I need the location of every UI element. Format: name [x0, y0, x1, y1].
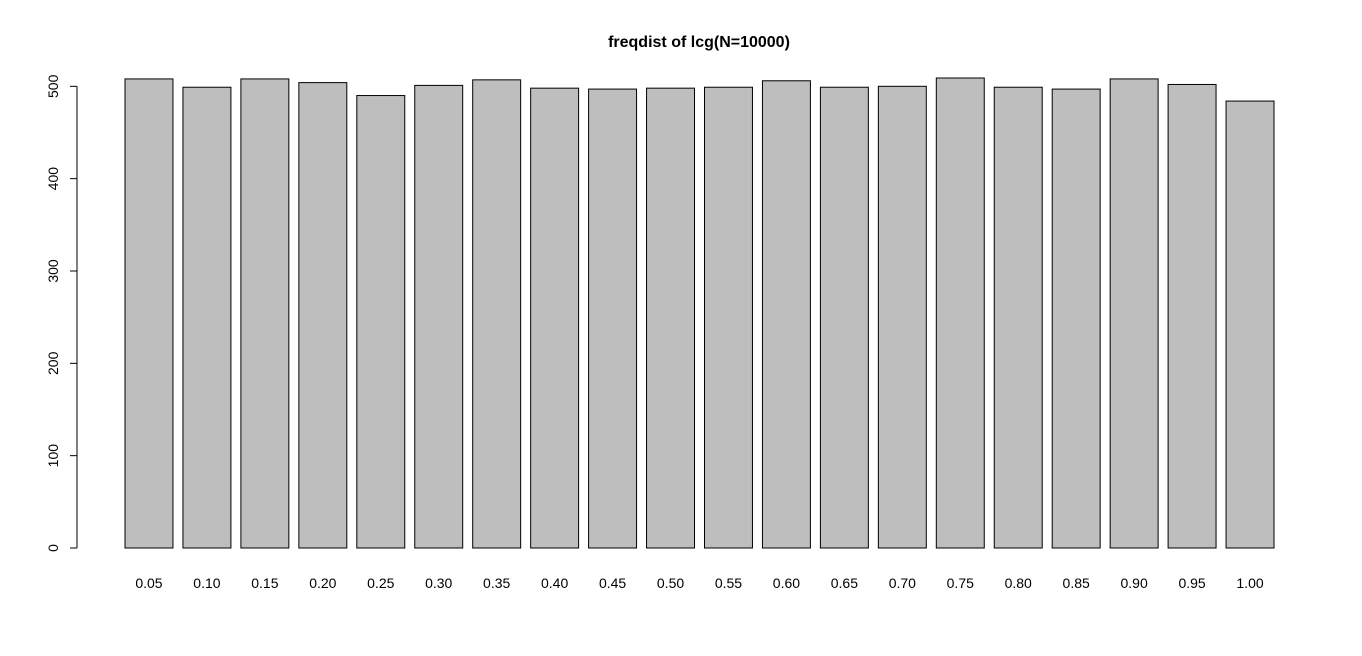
- bar-0.15: [240, 78, 290, 549]
- bar-0.75: [935, 77, 985, 549]
- bar-0.70: [877, 85, 927, 549]
- y-tick-label: 500: [45, 74, 61, 98]
- x-category-label: 0.45: [599, 575, 626, 591]
- bar-0.20: [298, 82, 348, 549]
- x-category-label: 0.60: [773, 575, 800, 591]
- bar-0.55: [704, 86, 753, 549]
- y-tick-label: 100: [45, 444, 61, 468]
- bars-group: [124, 77, 1275, 549]
- x-category-label: 0.65: [831, 575, 858, 591]
- x-category-label: 0.75: [947, 575, 974, 591]
- y-tick-label: 400: [45, 167, 61, 191]
- x-category-label: 0.50: [657, 575, 684, 591]
- bar-0.65: [819, 86, 869, 549]
- bar-0.30: [414, 84, 464, 549]
- x-category-label: 1.00: [1236, 575, 1263, 591]
- bar-0.90: [1109, 78, 1159, 549]
- bar-0.25: [356, 95, 406, 549]
- bar-0.35: [472, 79, 522, 549]
- bar-0.80: [993, 86, 1043, 549]
- y-tick-label: 0: [45, 544, 61, 552]
- bar-1.00: [1225, 100, 1275, 549]
- x-category-label: 0.10: [193, 575, 220, 591]
- x-category-label: 0.80: [1005, 575, 1032, 591]
- x-category-label: 0.15: [251, 575, 278, 591]
- bar-0.95: [1167, 83, 1217, 549]
- bar-0.85: [1051, 88, 1101, 549]
- y-tick-label: 200: [45, 351, 61, 375]
- bar-0.05: [124, 78, 174, 549]
- bar-0.40: [530, 87, 580, 549]
- bar-0.60: [761, 80, 811, 549]
- x-category-label: 0.70: [889, 575, 916, 591]
- x-category-label: 0.05: [135, 575, 162, 591]
- bar-0.10: [182, 86, 232, 549]
- x-category-label: 0.40: [541, 575, 568, 591]
- chart-title: freqdist of lcg(N=10000): [608, 34, 790, 51]
- x-category-label: 0.30: [425, 575, 452, 591]
- x-category-label: 0.20: [309, 575, 336, 591]
- x-category-label: 0.55: [715, 575, 742, 591]
- x-category-label: 0.35: [483, 575, 510, 591]
- bar-0.50: [646, 87, 696, 549]
- x-axis-labels: 0.05 0.10 0.15 0.20 0.25 0.30 0.35 0.40 0.45 0.50…: [135, 575, 1264, 591]
- x-category-label: 0.90: [1121, 575, 1148, 591]
- x-category-label: 0.25: [367, 575, 394, 591]
- y-tick-label: 300: [45, 259, 61, 283]
- bar-0.45: [588, 88, 638, 549]
- x-category-label: 0.95: [1178, 575, 1205, 591]
- x-category-label: 0.85: [1063, 575, 1090, 591]
- y-axis: 0 100 200 300 400 500: [45, 74, 78, 552]
